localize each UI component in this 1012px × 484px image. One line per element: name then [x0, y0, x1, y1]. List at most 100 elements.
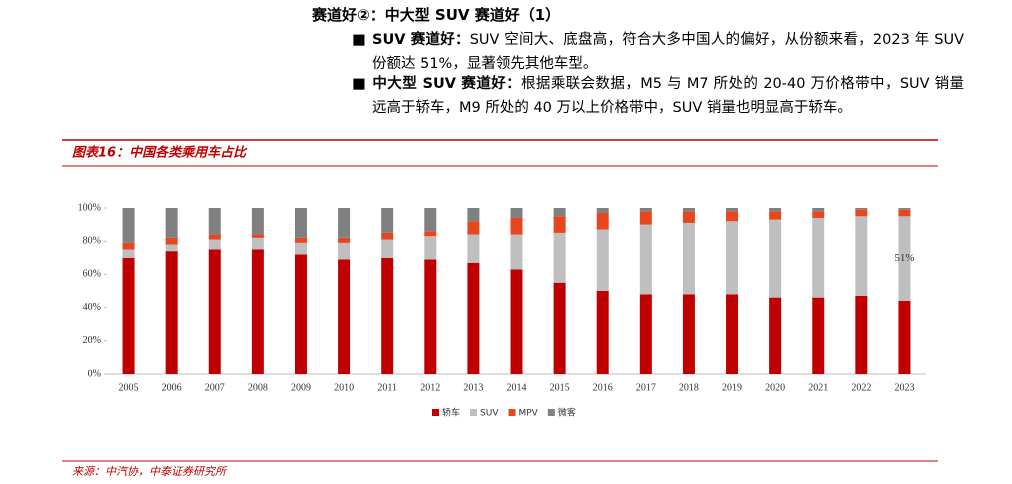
bar-segment	[812, 297, 825, 374]
y-tick-label: 40%	[83, 302, 101, 313]
bar-segment	[639, 211, 652, 225]
bar-segment	[812, 208, 825, 212]
bullet-text: SUV 空间大、底盘高，符合大多中国人的偏好，从份额来看，2023 年 SUV …	[372, 32, 964, 72]
bar-segment	[639, 208, 652, 212]
bar-segment	[251, 234, 264, 238]
bar-segment	[596, 212, 609, 230]
bar-segment	[596, 229, 609, 291]
x-tick-label: 2015	[550, 382, 570, 393]
x-tick-label: 2012	[420, 382, 440, 393]
figure-caption: 图表16：中国各类乘用车占比	[72, 145, 248, 161]
bar-segment	[338, 208, 351, 238]
bar-segment	[467, 208, 480, 222]
bar-segment	[122, 208, 135, 243]
bar-segment	[208, 249, 221, 374]
bar-segment	[467, 221, 480, 235]
bar-segment	[381, 232, 394, 240]
y-tick-label: 0%	[88, 368, 101, 379]
bar-segment	[682, 211, 695, 223]
bar-segment	[769, 297, 782, 374]
x-tick-label: 2022	[851, 382, 871, 393]
legend-label: 轿车	[442, 407, 460, 419]
bullet-text: 根据乘联会数据，M5 与 M7 所处的 20-40 万价格带中，SUV 销量远高…	[372, 76, 964, 116]
legend-swatch	[547, 409, 555, 416]
x-tick-label: 2018	[679, 382, 699, 393]
x-tick-label: 2009	[291, 382, 311, 393]
bar-segment	[424, 231, 437, 237]
bar-segment	[510, 269, 523, 374]
y-tick-label: 20%	[83, 335, 101, 346]
x-tick-label: 2013	[463, 382, 483, 393]
section-title: 赛道好②：中大型 SUV 赛道好（1）	[312, 6, 561, 24]
x-tick-label: 2008	[248, 382, 268, 393]
bar-segment	[251, 249, 264, 374]
bar-segment	[769, 211, 782, 220]
x-tick-label: 2017	[636, 382, 656, 393]
x-tick-label: 2016	[593, 382, 613, 393]
bar-segment	[294, 242, 307, 255]
bar-segment	[682, 222, 695, 295]
bar-segment	[855, 295, 868, 374]
bar-segment	[165, 208, 178, 238]
legend-swatch	[432, 409, 439, 416]
bullet: ■ 中大型 SUV 赛道好：根据乘联会数据，M5 与 M7 所处的 20-40 万…	[352, 76, 964, 116]
source: 来源：中汽协，中泰证券研究所	[72, 465, 228, 478]
bar-segment	[338, 237, 351, 243]
bar-segment	[165, 237, 178, 245]
bar-segment	[639, 294, 652, 374]
bar-segment	[812, 217, 825, 298]
bar-segment	[338, 259, 351, 374]
bar-segment	[855, 208, 868, 210]
x-tick-label: 2007	[205, 382, 225, 393]
x-tick-label: 2006	[162, 382, 182, 393]
bar-segment	[122, 242, 135, 250]
y-tick-label: 60%	[83, 269, 101, 280]
bar-segment	[682, 208, 695, 212]
bar-segment	[165, 244, 178, 252]
bar-segment	[553, 208, 566, 217]
bar-segment	[294, 254, 307, 374]
bar-segment	[510, 234, 523, 270]
bar-segment	[726, 208, 739, 212]
bar-segment	[251, 208, 264, 235]
legend-label: SUV	[480, 409, 499, 419]
bar-segment	[294, 208, 307, 238]
bar-segment	[812, 211, 825, 218]
bar-segment	[769, 208, 782, 212]
bar-segment	[467, 234, 480, 263]
y-tick-label: 100%	[78, 202, 101, 213]
bar-segment	[596, 291, 609, 374]
legend-label: MPV	[518, 409, 538, 419]
bar-segment	[381, 257, 394, 374]
y-tick-label: 80%	[83, 235, 101, 246]
x-tick-label: 2014	[507, 382, 527, 393]
bullet: ■ SUV 赛道好：SUV 空间大、底盘高，符合大多中国人的偏好，从份额来看，20…	[352, 32, 964, 72]
data-label: 51%	[894, 252, 914, 264]
bar-segment	[381, 208, 394, 233]
bar-segment	[855, 209, 868, 217]
bar-segment	[769, 219, 782, 298]
x-tick-label: 2011	[377, 382, 397, 393]
bar-segment	[898, 300, 911, 374]
x-tick-label: 2023	[894, 382, 914, 393]
bar-segment	[467, 262, 480, 374]
bullet-label: SUV 赛道好：	[372, 32, 470, 48]
bar-segment	[294, 237, 307, 243]
bar-segment	[381, 239, 394, 258]
bullet-label: 中大型 SUV 赛道好：	[372, 76, 522, 92]
legend-label: 微客	[558, 407, 576, 419]
bar-segment	[596, 208, 609, 213]
bar-segment	[898, 216, 911, 301]
bar-segment	[639, 224, 652, 295]
bar-segment	[553, 216, 566, 233]
x-tick-label: 2021	[808, 382, 828, 393]
bar-segment	[424, 236, 437, 260]
bar-segment	[726, 211, 739, 222]
bar-segment	[122, 257, 135, 374]
bar-segment	[898, 208, 911, 210]
bar-segment	[122, 249, 135, 258]
bar-segment	[208, 239, 221, 250]
bar-segment	[251, 237, 264, 250]
